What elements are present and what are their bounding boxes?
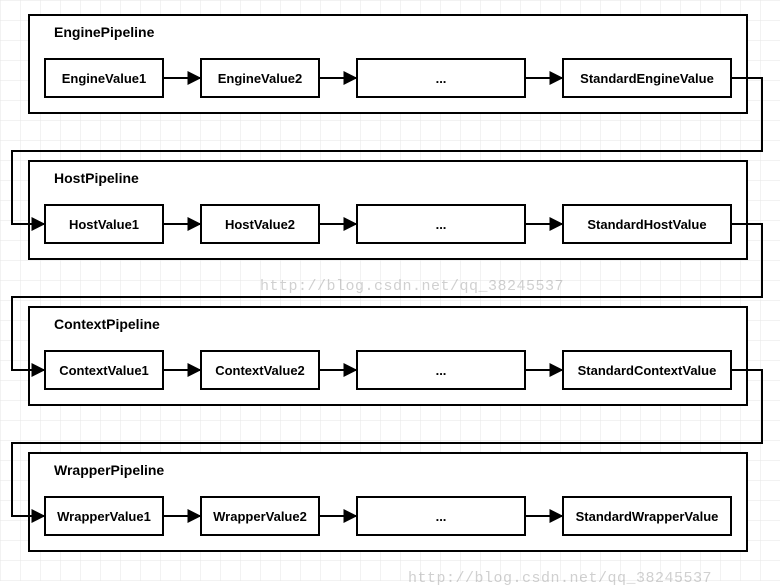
node-ev2: EngineValue2: [200, 58, 320, 98]
node-wv3: ...: [356, 496, 526, 536]
node-hv4: StandardHostValue: [562, 204, 732, 244]
pipeline-title-engine: EnginePipeline: [54, 24, 154, 40]
watermark-0: http://blog.csdn.net/qq_38245537: [260, 278, 564, 295]
node-cv4: StandardContextValue: [562, 350, 732, 390]
node-wv1: WrapperValue1: [44, 496, 164, 536]
pipeline-title-host: HostPipeline: [54, 170, 139, 186]
node-cv2: ContextValue2: [200, 350, 320, 390]
node-hv2: HostValue2: [200, 204, 320, 244]
pipeline-title-wrapper: WrapperPipeline: [54, 462, 164, 478]
node-hv3: ...: [356, 204, 526, 244]
node-cv1: ContextValue1: [44, 350, 164, 390]
node-cv3: ...: [356, 350, 526, 390]
node-ev3: ...: [356, 58, 526, 98]
watermark-1: http://blog.csdn.net/qq_38245537: [408, 570, 712, 587]
node-ev4: StandardEngineValue: [562, 58, 732, 98]
node-wv2: WrapperValue2: [200, 496, 320, 536]
pipeline-title-context: ContextPipeline: [54, 316, 160, 332]
node-hv1: HostValue1: [44, 204, 164, 244]
node-wv4: StandardWrapperValue: [562, 496, 732, 536]
node-ev1: EngineValue1: [44, 58, 164, 98]
